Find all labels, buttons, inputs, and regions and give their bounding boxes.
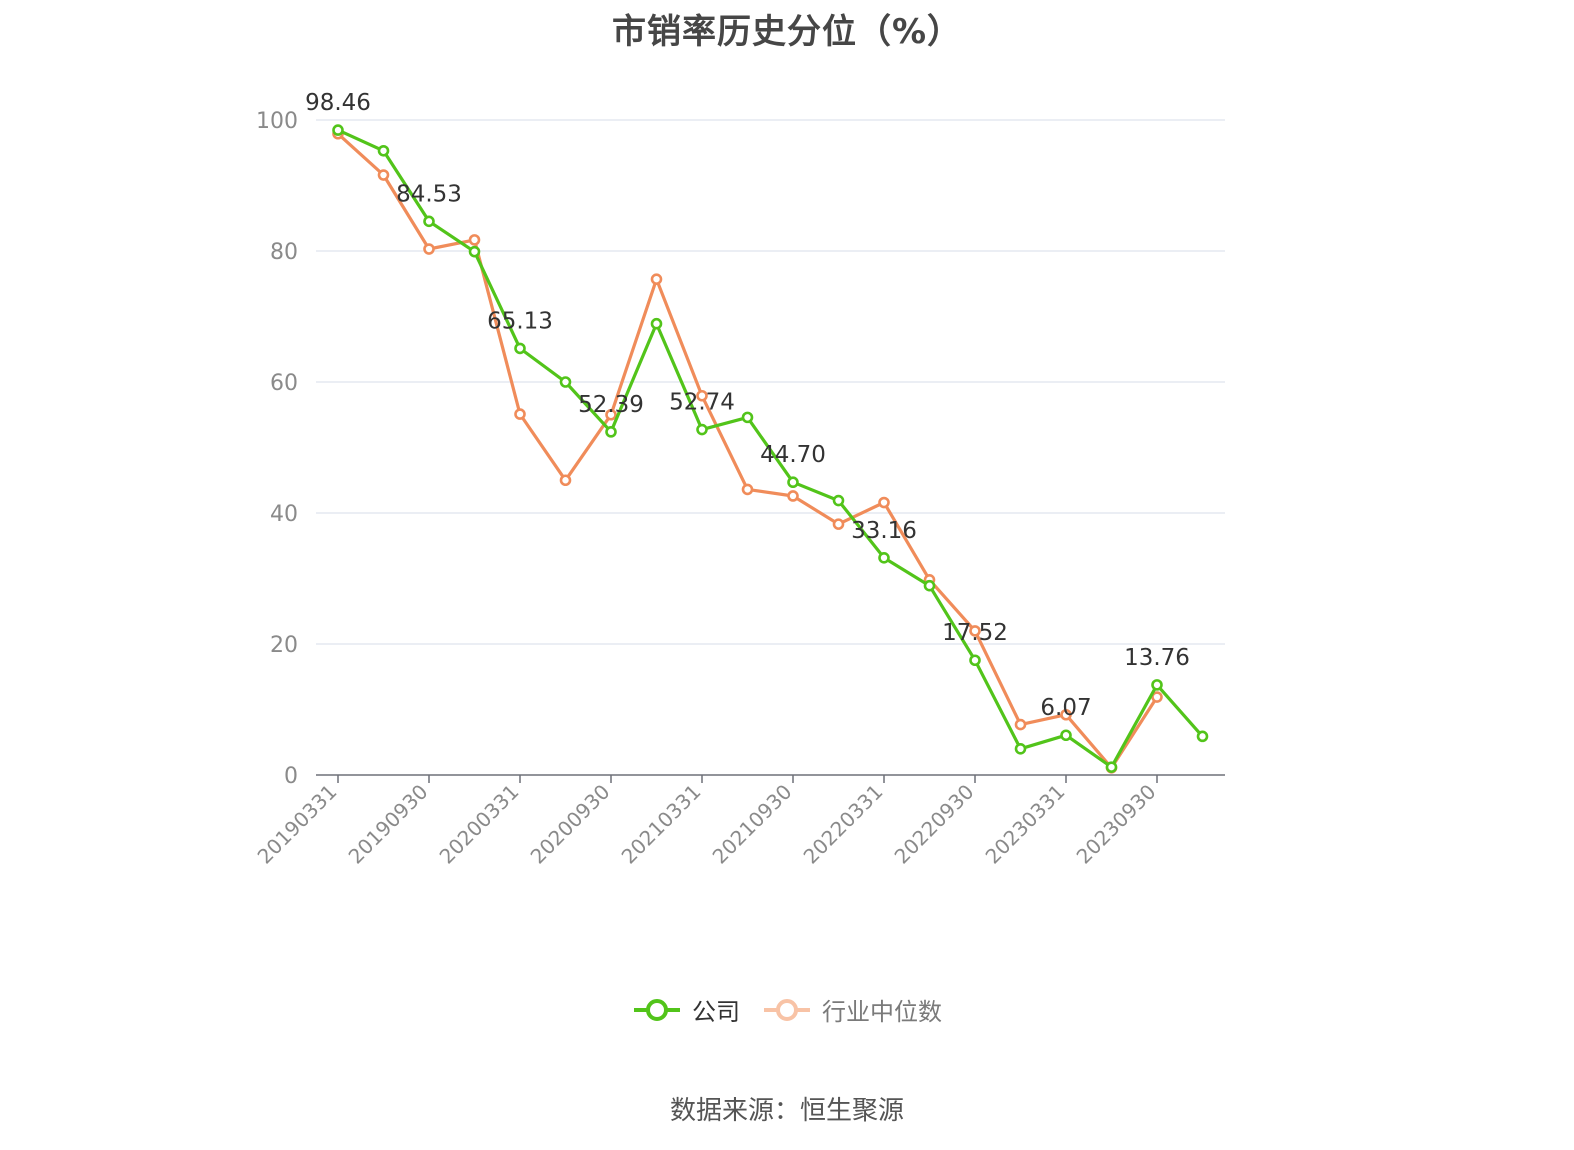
x-tick-label: 20190930 — [344, 780, 433, 869]
data-label-layer: 98.46 84.53 65.13 52.39 52.74 44.70 33.16 17.52… — [305, 90, 1190, 721]
data-point-company[interactable] — [1105, 761, 1118, 773]
x-tick-label: 20200331 — [435, 780, 524, 869]
data-point-company[interactable] — [1196, 730, 1209, 743]
data-point-industry-median[interactable] — [1014, 718, 1027, 731]
data-point-company[interactable] — [923, 579, 936, 592]
x-tick-label: 20190331 — [253, 780, 342, 869]
x-tick-label: 20210930 — [708, 780, 797, 869]
y-tick-label: 0 — [284, 764, 298, 789]
grid-layer — [316, 119, 1225, 645]
data-point-industry-median[interactable] — [878, 496, 890, 509]
data-point-industry-median[interactable] — [832, 518, 845, 530]
data-point-company[interactable] — [1151, 679, 1163, 691]
data-point-industry-median[interactable] — [423, 243, 435, 255]
legend: 公司 行业中位数 — [0, 992, 1574, 1027]
y-tick-label: 100 — [256, 109, 298, 134]
x-tick-label: 20230930 — [1072, 780, 1161, 869]
data-label: 98.46 — [305, 90, 371, 116]
data-point-company[interactable] — [1060, 729, 1072, 742]
data-point-industry-median[interactable] — [696, 389, 708, 402]
data-point-company[interactable] — [969, 654, 981, 667]
data-label: 65.13 — [487, 308, 553, 334]
legend-line-circle-icon — [634, 998, 680, 1021]
data-label: 52.39 — [578, 392, 644, 418]
data-point-company[interactable] — [423, 215, 435, 228]
data-point-company[interactable] — [605, 426, 617, 438]
data-point-company[interactable] — [514, 342, 526, 355]
data-label: 17.52 — [942, 620, 1008, 646]
data-point-industry-median[interactable] — [514, 408, 526, 420]
data-point-industry-median[interactable] — [1060, 708, 1072, 721]
x-tick-label: 20230331 — [981, 780, 1070, 869]
data-source: 数据来源：恒生聚源 — [669, 1096, 904, 1126]
data-point-industry-median[interactable] — [559, 474, 572, 487]
data-point-company[interactable] — [878, 552, 890, 564]
data-point-industry-median[interactable] — [787, 490, 799, 502]
data-point-industry-median[interactable] — [605, 408, 617, 421]
data-point-industry-median[interactable] — [741, 483, 754, 496]
legend-line-circle-icon — [764, 998, 810, 1021]
legend-label-industry-median: 行业中位数 — [822, 998, 942, 1026]
legend-item-company[interactable]: 公司 — [632, 992, 740, 1027]
y-tick-label: 20 — [270, 633, 298, 658]
axis-layer: 0 20 40 60 80 100 20190331 20190930 20200331 2020… — [253, 109, 1225, 869]
data-point-company[interactable] — [787, 476, 799, 489]
data-label: 44.70 — [760, 442, 826, 468]
y-tick-label: 40 — [270, 502, 298, 527]
legend-item-industry-median[interactable]: 行业中位数 — [762, 992, 942, 1027]
data-point-company[interactable] — [559, 376, 572, 388]
data-point-company[interactable] — [832, 494, 845, 507]
chart-title: 市销率历史分位（%） — [611, 12, 963, 52]
x-tick-label: 20200930 — [526, 780, 615, 869]
data-label: 13.76 — [1124, 645, 1190, 671]
data-point-company[interactable] — [741, 411, 754, 424]
x-tick-label: 20220331 — [799, 780, 888, 869]
data-point-company[interactable] — [1014, 742, 1027, 755]
data-label: 52.74 — [669, 390, 735, 416]
data-point-company[interactable] — [332, 124, 344, 136]
x-tick-label: 20220930 — [890, 780, 979, 869]
data-point-company[interactable] — [377, 144, 390, 157]
data-point-company[interactable] — [468, 245, 481, 258]
legend-label-company: 公司 — [692, 998, 740, 1026]
data-label: 33.16 — [851, 518, 917, 544]
series-layer — [332, 124, 1209, 774]
data-label: 6.07 — [1040, 695, 1091, 721]
series-line-industry-median — [336, 132, 1159, 770]
data-point-industry-median[interactable] — [377, 169, 390, 181]
data-point-company[interactable] — [650, 317, 663, 330]
data-label: 84.53 — [396, 181, 462, 207]
y-tick-label: 80 — [270, 240, 298, 265]
data-point-industry-median[interactable] — [969, 625, 981, 637]
series-line-company — [337, 128, 1204, 769]
data-point-company[interactable] — [696, 423, 708, 436]
data-point-industry-median[interactable] — [1151, 691, 1163, 703]
x-tick-label: 20210331 — [617, 780, 706, 869]
y-tick-label: 60 — [270, 371, 298, 396]
data-point-industry-median[interactable] — [650, 273, 663, 285]
data-point-industry-median[interactable] — [468, 234, 481, 246]
